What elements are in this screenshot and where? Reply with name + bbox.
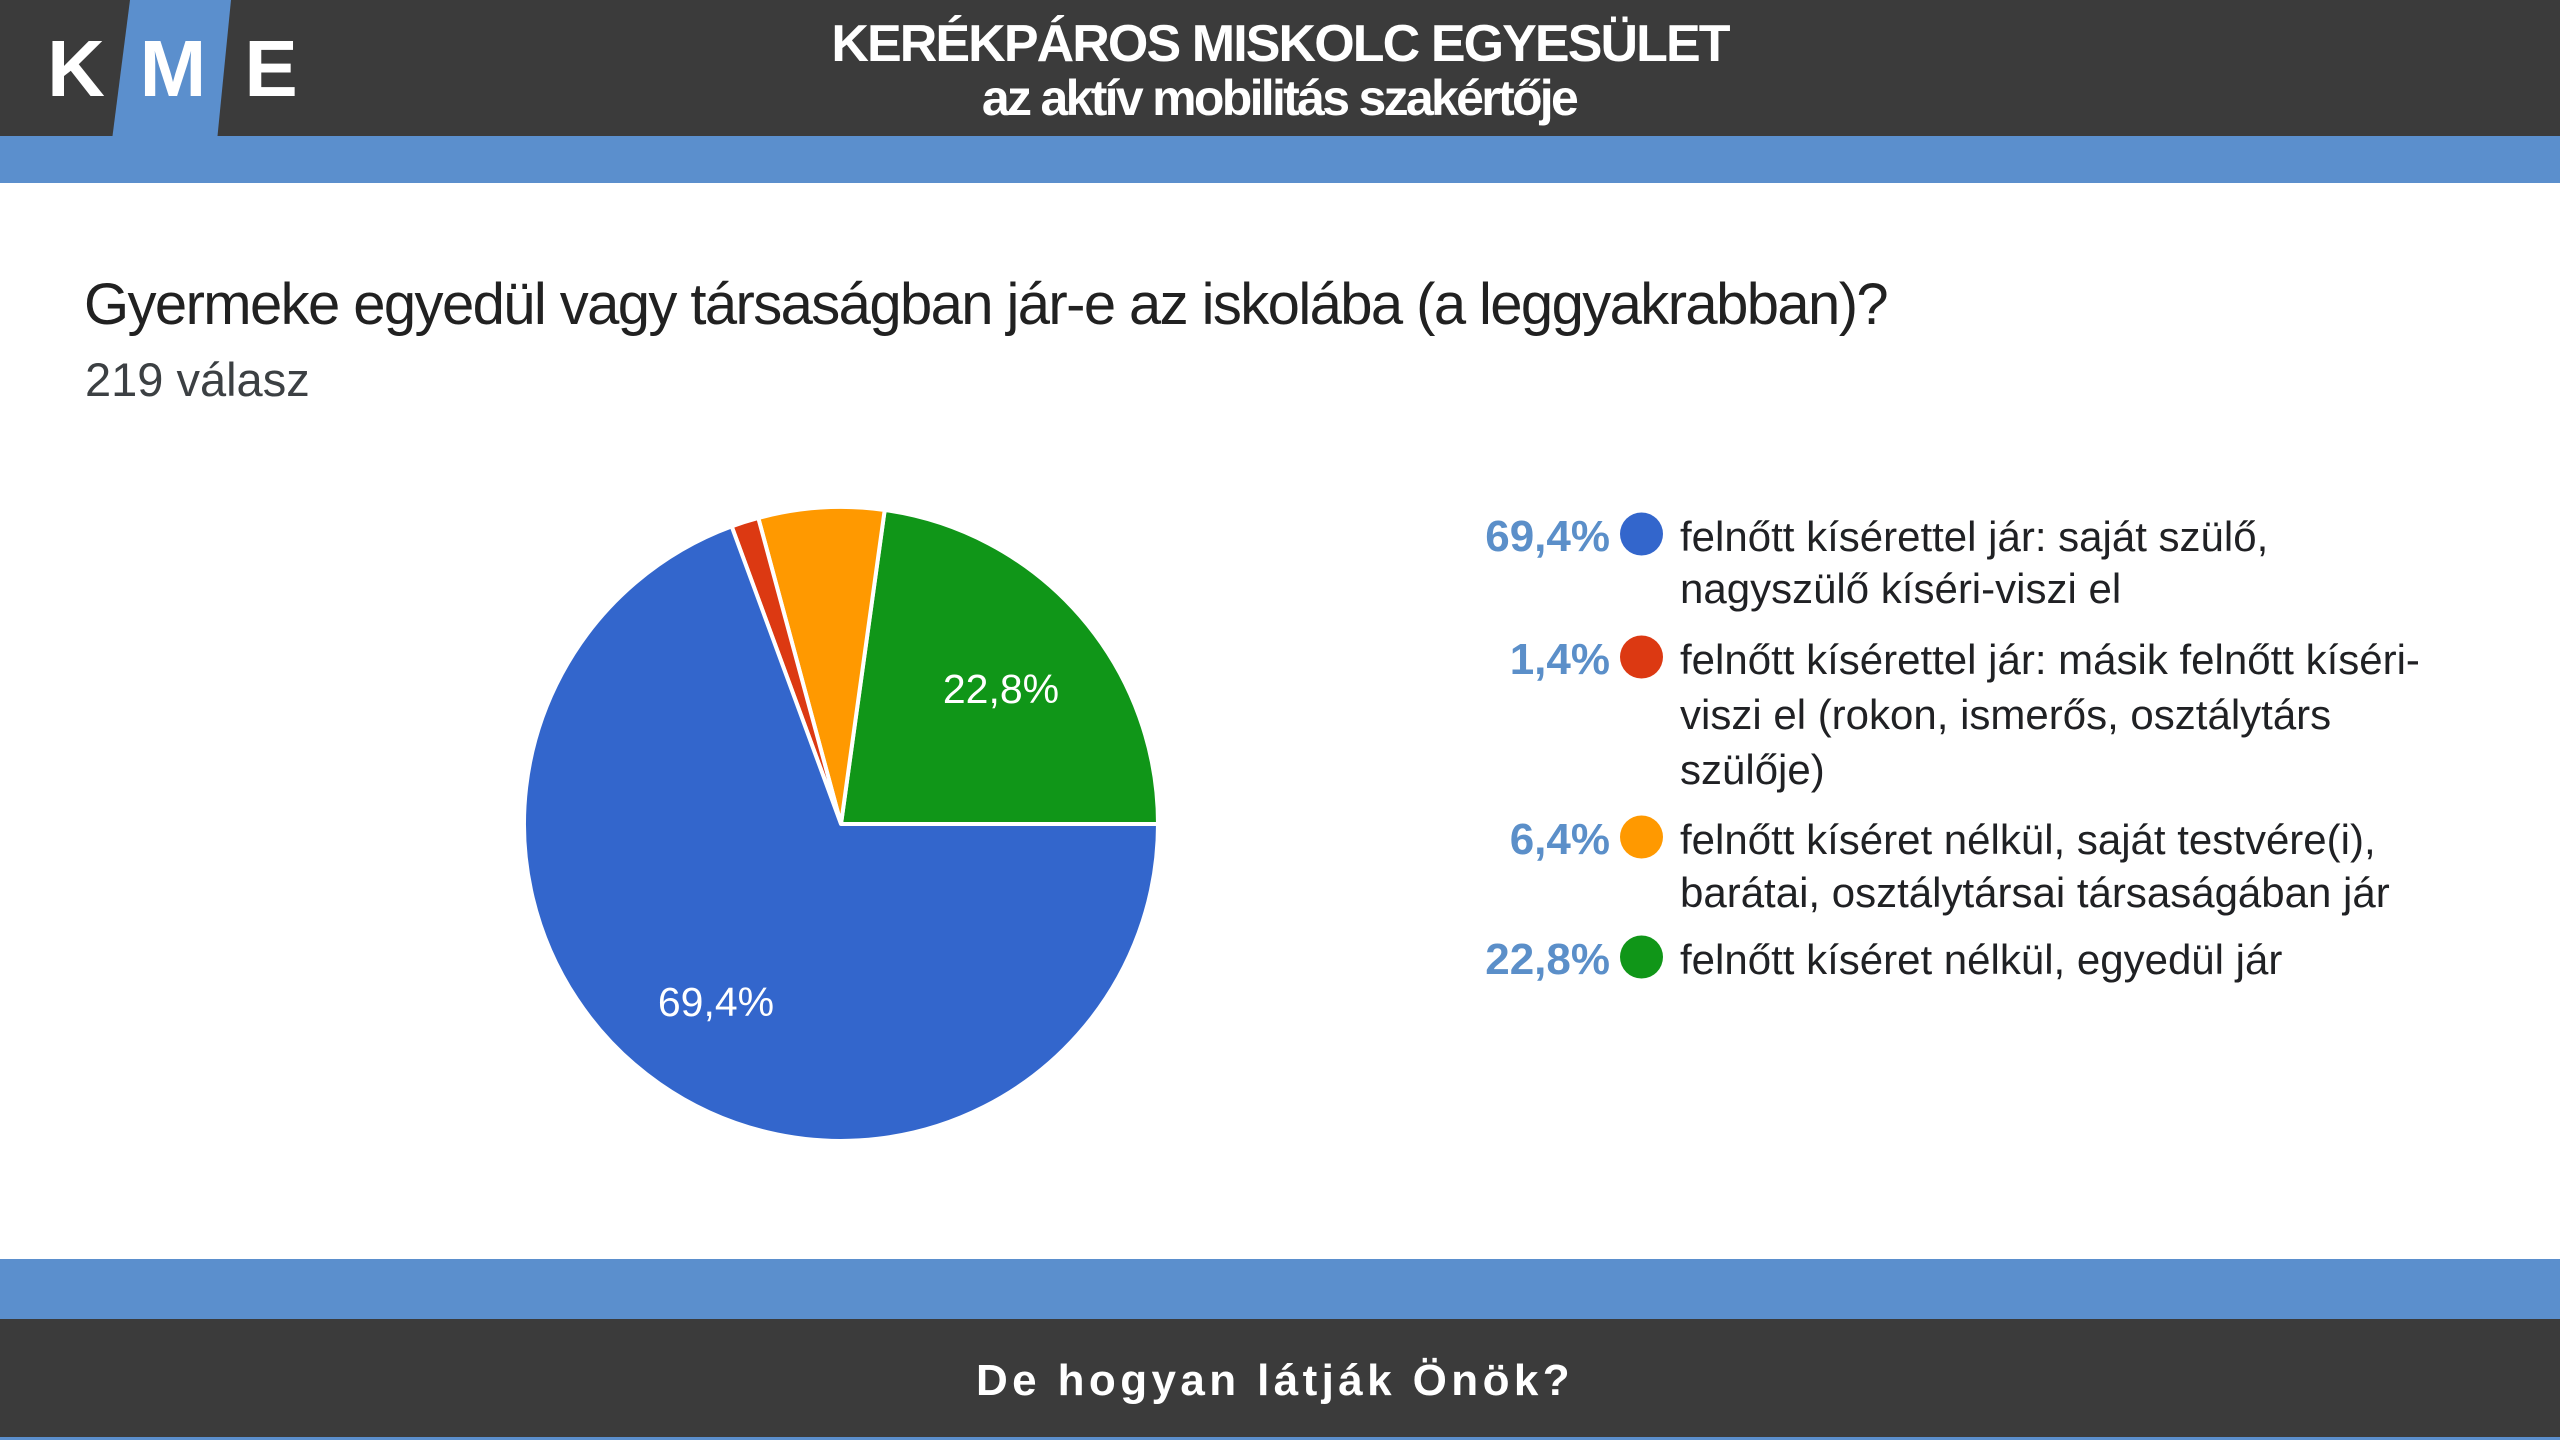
svg-text:az aktív mobilitás szakértője: az aktív mobilitás szakértője — [982, 70, 1578, 126]
svg-text:nagyszülő kíséri-viszi el: nagyszülő kíséri-viszi el — [1680, 565, 2121, 612]
svg-text:69,4%: 69,4% — [658, 979, 774, 1025]
svg-text:De hogyan látják Önök?: De hogyan látják Önök? — [976, 1356, 1574, 1405]
svg-text:69,4%: 69,4% — [1485, 512, 1610, 561]
svg-text:KERÉKPÁROS MISKOLC EGYESÜLET: KERÉKPÁROS MISKOLC EGYESÜLET — [831, 15, 1730, 73]
svg-text:felnőtt kísérettel jár: saját: felnőtt kísérettel jár: saját szülő, — [1680, 513, 2268, 560]
svg-text:E: E — [244, 24, 297, 113]
svg-text:felnőtt kíséret nélkül, egyedü: felnőtt kíséret nélkül, egyedül jár — [1680, 936, 2282, 983]
svg-text:22,8%: 22,8% — [943, 666, 1059, 712]
svg-text:1,4%: 1,4% — [1510, 635, 1610, 684]
svg-text:K: K — [47, 24, 105, 113]
svg-text:M: M — [140, 24, 207, 113]
svg-text:219 válasz: 219 válasz — [85, 353, 310, 406]
svg-text:6,4%: 6,4% — [1510, 815, 1610, 864]
svg-text:szülője): szülője) — [1680, 746, 1825, 793]
svg-text:22,8%: 22,8% — [1485, 935, 1610, 984]
svg-text:felnőtt kísérettel jár: másik: felnőtt kísérettel jár: másik felnőtt kí… — [1680, 636, 2420, 683]
svg-text:barátai, osztálytársai társasá: barátai, osztálytársai társaságában jár — [1680, 869, 2390, 916]
svg-text:viszi el (rokon, ismerős, oszt: viszi el (rokon, ismerős, osztálytárs — [1680, 691, 2331, 738]
svg-text:Gyermeke egyedül vagy társaság: Gyermeke egyedül vagy társaságban jár-e … — [84, 272, 1887, 337]
svg-text:felnőtt kíséret nélkül, saját: felnőtt kíséret nélkül, saját testvére(i… — [1680, 816, 2376, 863]
